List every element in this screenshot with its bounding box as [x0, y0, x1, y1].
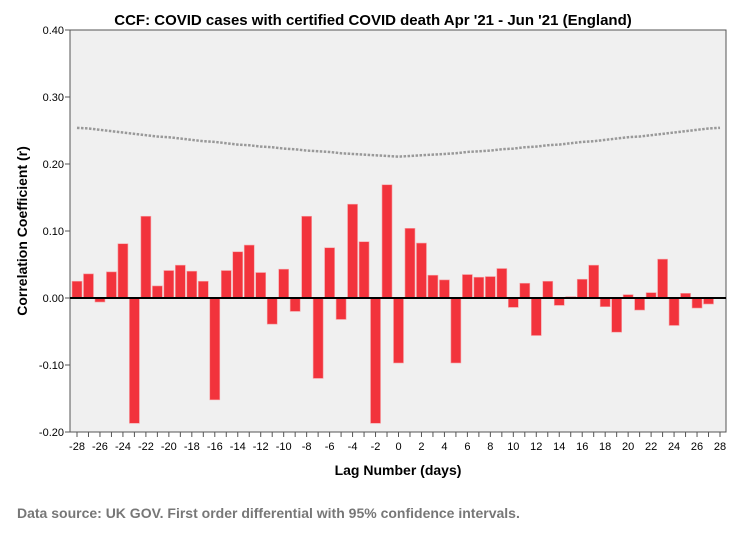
- bar-lag--14: [232, 251, 244, 299]
- x-tick-label: -8: [302, 441, 312, 453]
- bar-lag--2: [370, 297, 381, 424]
- y-tick-label: 0.10: [43, 226, 64, 238]
- bar-lag--4: [347, 203, 358, 299]
- bar-lag-24: [668, 297, 680, 326]
- bar-lag--18: [186, 270, 198, 299]
- bar-lag--27: [83, 273, 94, 299]
- x-tick-label: 18: [599, 441, 611, 453]
- bar-lag-7: [473, 276, 485, 299]
- bar-lag--3: [358, 241, 370, 299]
- x-tick-label: 26: [691, 441, 703, 453]
- x-tick-label: 0: [395, 441, 401, 453]
- plot-area: [69, 29, 727, 433]
- bar-lag--22: [140, 215, 152, 299]
- bar-lag--21: [152, 285, 163, 299]
- x-tick-label: 8: [487, 441, 493, 453]
- y-tick-label: 0.20: [43, 159, 64, 171]
- x-tick-label: 4: [441, 441, 447, 453]
- x-tick-label: -26: [92, 441, 108, 453]
- bar-lag--19: [175, 264, 186, 299]
- x-tick-label: 24: [668, 441, 680, 453]
- x-axis-label: Lag Number (days): [335, 462, 462, 478]
- x-tick-label: -18: [184, 441, 200, 453]
- x-tick-label: -4: [348, 441, 358, 453]
- bar-lag--1: [381, 184, 393, 299]
- bar-lag--10: [278, 268, 289, 299]
- x-tick-label: -12: [253, 441, 269, 453]
- x-tick-label: -16: [207, 441, 223, 453]
- bar-lag-10: [508, 297, 519, 308]
- bar-lag--13: [243, 244, 255, 299]
- bar-lag-2: [416, 242, 427, 299]
- bar-lag-5: [450, 297, 462, 364]
- chart-title: CCF: COVID cases with certified COVID de…: [114, 12, 632, 29]
- bar-lag--9: [289, 297, 301, 312]
- bar-lag-23: [657, 258, 668, 299]
- x-tick-label: -2: [371, 441, 381, 453]
- bar-lag--11: [266, 297, 278, 325]
- x-tick-label: -20: [161, 441, 177, 453]
- bar-lag-9: [496, 268, 508, 299]
- bar-lag--25: [106, 271, 117, 299]
- bar-lag--17: [198, 280, 209, 299]
- x-tick-label: -6: [325, 441, 335, 453]
- x-tick-label: -14: [230, 441, 246, 453]
- y-tick-label: 0.30: [43, 92, 64, 104]
- bar-lag-21: [634, 297, 645, 311]
- bar-lag-17: [588, 264, 599, 299]
- bar-lag-6: [462, 274, 473, 299]
- bar-lag-8: [485, 276, 496, 299]
- x-tick-label: -28: [69, 441, 85, 453]
- bar-lag-3: [427, 274, 439, 299]
- bar-lag-0: [393, 297, 404, 364]
- bar-lag--7: [312, 297, 324, 379]
- bar-lag-26: [691, 297, 703, 309]
- bar-lag--15: [220, 270, 232, 299]
- y-tick-label: 0.40: [43, 25, 64, 37]
- x-tick-label: 20: [622, 441, 634, 453]
- bar-lag--24: [117, 243, 129, 299]
- x-tick-label: 6: [464, 441, 470, 453]
- y-tick-label: -0.10: [39, 360, 64, 372]
- bar-lag-16: [576, 278, 588, 299]
- bar-lag-4: [439, 279, 450, 299]
- bar-lag-1: [404, 228, 416, 299]
- x-tick-label: -22: [138, 441, 154, 453]
- x-tick-label: -24: [115, 441, 131, 453]
- confidence-interval-line: [76, 126, 721, 158]
- y-tick-label: 0.00: [43, 293, 64, 305]
- x-tick-label: 2: [418, 441, 424, 453]
- footer-note: Data source: UK GOV. First order differe…: [17, 505, 520, 521]
- x-tick-label: 14: [553, 441, 565, 453]
- x-tick-label: 28: [714, 441, 726, 453]
- bar-lag--16: [209, 297, 221, 401]
- bar-lag--23: [129, 297, 140, 424]
- bar-lag-12: [530, 297, 542, 336]
- bar-lag--28: [71, 280, 83, 299]
- bar-lag--5: [335, 297, 347, 320]
- x-tick-label: 22: [645, 441, 657, 453]
- bar-lag-19: [611, 297, 622, 333]
- bar-lag--20: [163, 270, 175, 299]
- x-tick-label: 10: [507, 441, 519, 453]
- bar-lag--8: [301, 215, 312, 299]
- x-tick-label: 16: [576, 441, 588, 453]
- bar-lag-11: [519, 282, 531, 299]
- bar-lag-18: [599, 297, 611, 308]
- bar-lag--12: [255, 272, 267, 299]
- y-axis-label: Correlation Coefficient (r): [14, 146, 30, 316]
- bar-lag-13: [542, 280, 554, 299]
- bar-lag--6: [324, 247, 335, 299]
- bar-lag-14: [553, 297, 565, 306]
- x-tick-label: -10: [276, 441, 292, 453]
- y-tick-label: -0.20: [39, 427, 64, 439]
- x-tick-label: 12: [530, 441, 542, 453]
